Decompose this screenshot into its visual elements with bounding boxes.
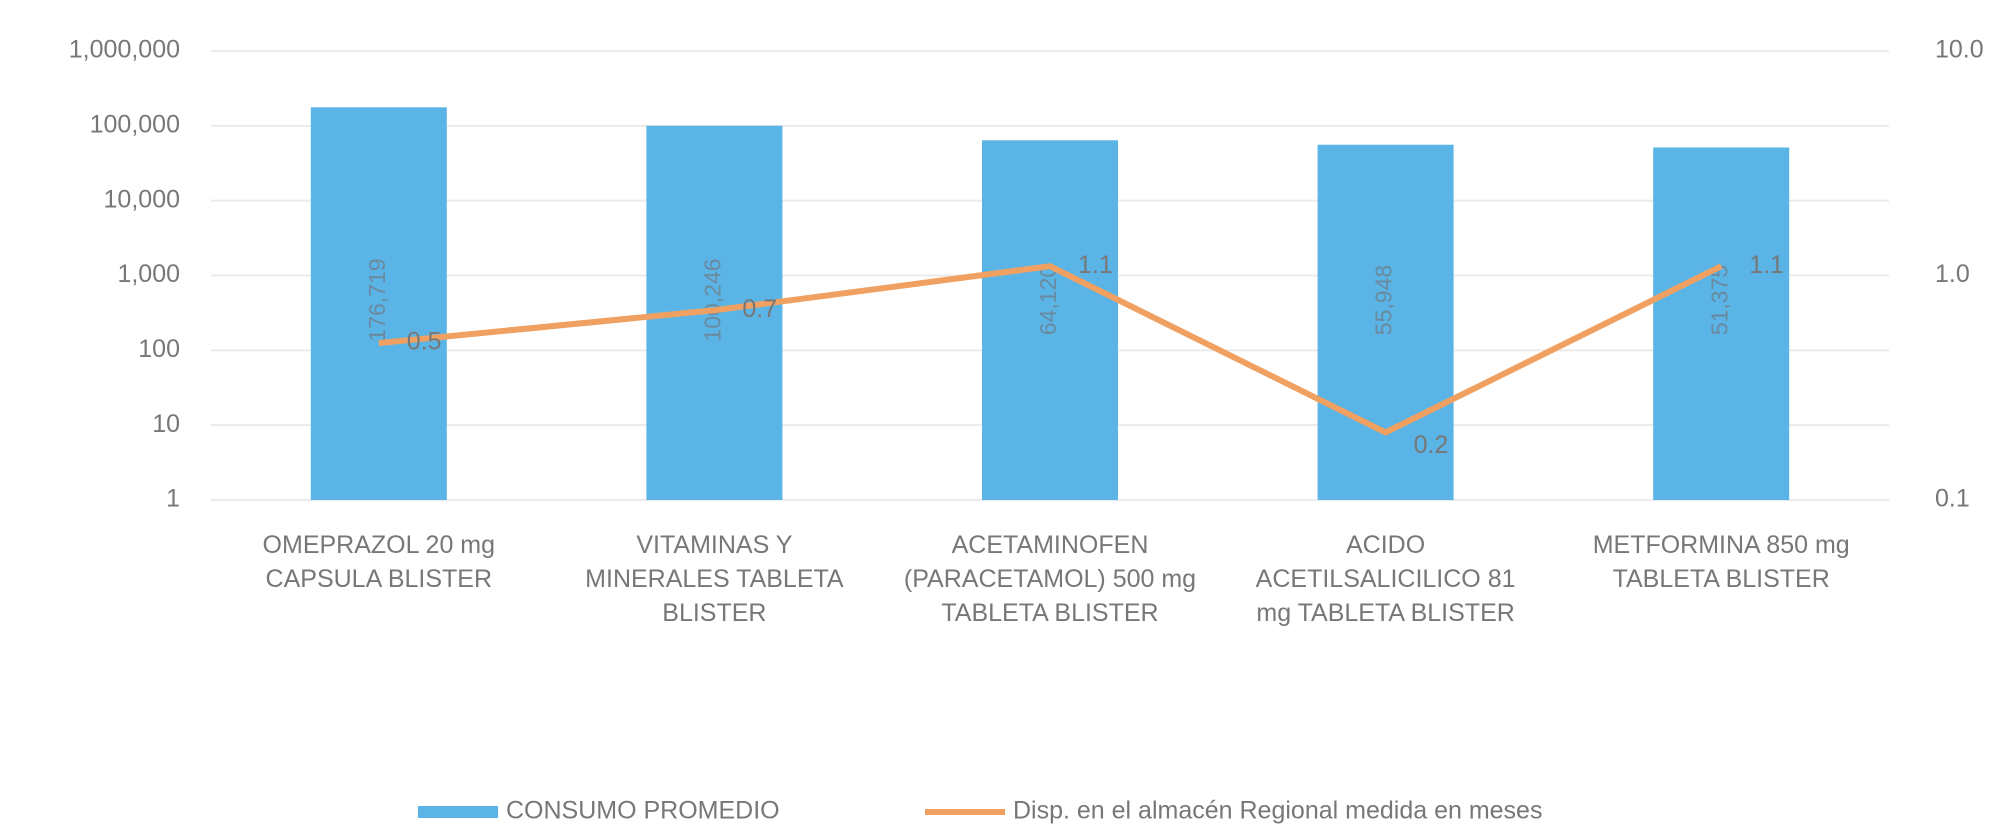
- y2-tick-label: 0.1: [1935, 485, 1970, 513]
- bar-value-label: 55,948: [1371, 265, 1397, 335]
- y-tick-label: 10,000: [104, 185, 180, 213]
- legend-label: CONSUMO PROMEDIO: [506, 797, 780, 825]
- line-value-label: 1.1: [1078, 251, 1113, 279]
- bar: [1653, 147, 1790, 500]
- y-tick-label: 100,000: [90, 110, 180, 138]
- line-value-label: 0.7: [742, 295, 777, 323]
- bar: [1317, 144, 1454, 500]
- legend-label: Disp. en el almacén Regional medida en m…: [1013, 797, 1542, 825]
- bar-value-label: 176,719: [364, 258, 390, 341]
- y-tick-label: 100: [138, 335, 180, 363]
- bar: [982, 140, 1118, 500]
- x-tick-label: OMEPRAZOL 20 mg CAPSULA BLISTER: [262, 531, 496, 593]
- line-value-label: 1.1: [1749, 251, 1784, 279]
- line-value-label: 0.5: [407, 328, 442, 356]
- bar: [310, 107, 447, 500]
- x-tick-label: METFORMINA 850 mg TABLETA BLISTER: [1592, 531, 1850, 593]
- line-value-label: 0.2: [1414, 431, 1449, 459]
- y-tick-label: 1,000: [117, 260, 180, 288]
- y-tick-label: 1,000,000: [69, 36, 180, 64]
- x-tick-label: ACETAMINOFEN (PARACETAMOL) 500 mg TABLET…: [903, 531, 1197, 627]
- bar-value-label: 64,120: [1035, 265, 1061, 335]
- y2-tick-label: 10.0: [1935, 36, 1984, 64]
- x-tick-label: ACIDO ACETILSALICILICO 81 mg TABLETA BLI…: [1255, 531, 1516, 627]
- y2-tick-label: 1.0: [1935, 260, 1970, 288]
- legend-swatch: [418, 806, 498, 818]
- bar-value-label: 51,375: [1706, 265, 1732, 335]
- y-tick-label: 1: [166, 485, 180, 513]
- bar-value-label: 100,246: [699, 258, 725, 341]
- y-tick-label: 10: [152, 410, 180, 438]
- x-tick-label: VITAMINAS Y MINERALES TABLETA BLISTER: [585, 531, 844, 627]
- line: [378, 263, 1723, 436]
